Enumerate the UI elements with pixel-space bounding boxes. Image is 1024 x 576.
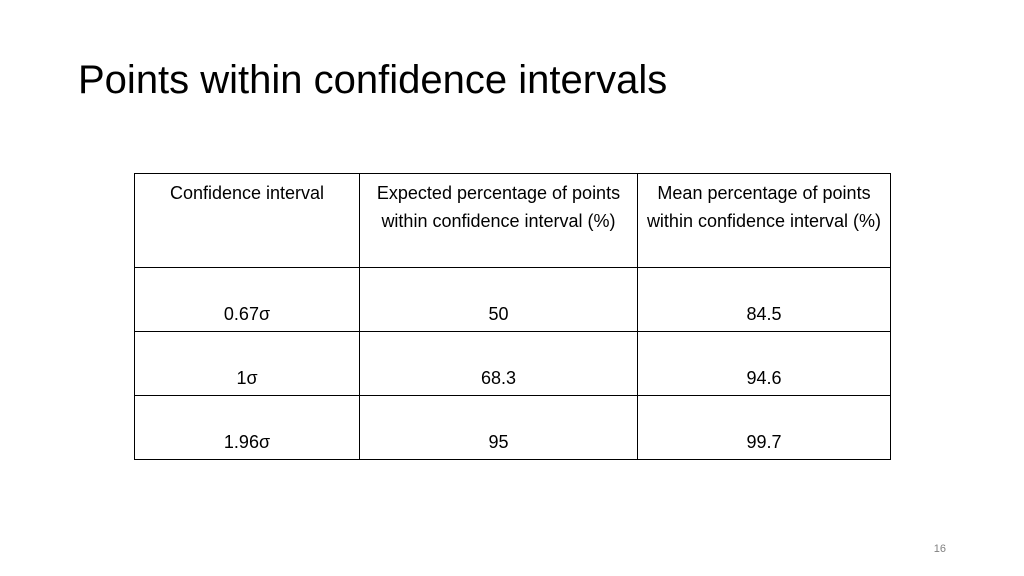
cell-expected-percentage: 50 (359, 267, 638, 332)
page-number: 16 (933, 543, 946, 555)
cell-expected-percentage: 95 (359, 395, 638, 460)
table-row: 1.96σ 95 99.7 (134, 395, 891, 460)
table-row: 1σ 68.3 94.6 (134, 331, 891, 396)
slide-title: Points within confidence intervals (78, 58, 668, 102)
cell-expected-percentage: 68.3 (359, 331, 638, 396)
header-expected-percentage: Expected percentage of points within con… (359, 173, 638, 268)
cell-mean-percentage: 84.5 (637, 267, 891, 332)
table-header-row: Confidence interval Expected percentage … (134, 173, 891, 268)
cell-mean-percentage: 99.7 (637, 395, 891, 460)
cell-mean-percentage: 94.6 (637, 331, 891, 396)
confidence-interval-table: Confidence interval Expected percentage … (134, 173, 891, 460)
table-row: 0.67σ 50 84.5 (134, 267, 891, 332)
cell-confidence-interval: 1.96σ (134, 395, 360, 460)
header-confidence-interval: Confidence interval (134, 173, 360, 268)
header-mean-percentage: Mean percentage of points within confide… (637, 173, 891, 268)
cell-confidence-interval: 0.67σ (134, 267, 360, 332)
cell-confidence-interval: 1σ (134, 331, 360, 396)
